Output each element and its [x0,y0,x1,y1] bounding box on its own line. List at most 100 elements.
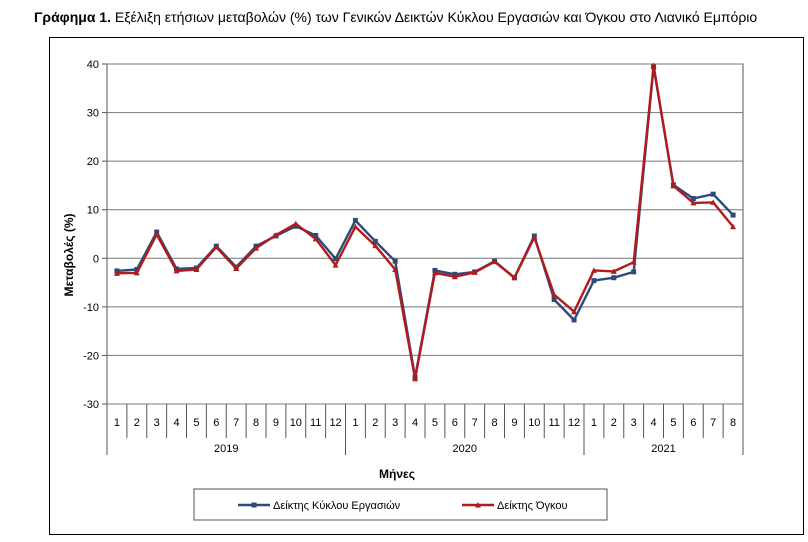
data-point [431,269,438,276]
year-label: 2019 [214,443,238,455]
x-tick-label: 4 [412,417,418,429]
data-point [571,317,577,323]
data-point [551,297,557,303]
y-axis: -30 -20 -10 0 10 20 30 40 [83,59,107,411]
x-tick-label: 6 [690,417,696,429]
x-tick-label: 5 [670,417,676,429]
y-tick-label: -10 [83,302,99,314]
data-point [730,223,737,230]
y-tick-label: 10 [87,205,99,217]
data-point [451,273,458,280]
data-point [611,275,617,281]
y-axis-title: Μεταβολές (%) [62,213,76,296]
x-tick-label: 3 [154,417,160,429]
legend-marker [475,502,481,508]
y-tick-label: 20 [87,156,99,168]
data-point [591,278,597,284]
caption-prefix: Γράφημα 1. [34,9,111,25]
x-tick-label: 6 [452,417,458,429]
data-point [590,267,597,273]
x-tick-label: 1 [114,417,120,429]
x-axis-title: Μήνες [379,467,415,481]
data-point [193,266,200,272]
x-tick-label: 10 [528,417,540,429]
x-tick-label: 5 [432,417,438,429]
data-point [571,308,578,315]
x-tick-label: 12 [568,417,580,429]
data-point [352,223,359,230]
x-tick-label: 1 [352,417,358,429]
x-tick-label: 2 [134,417,140,429]
x-tick-label: 8 [730,417,736,429]
data-point [313,232,319,238]
x-tick-label: 5 [193,417,199,429]
data-point [333,256,339,262]
series-layer [113,62,737,382]
data-point [272,231,279,238]
data-point [551,291,558,298]
data-point [631,269,637,275]
data-point [491,258,498,265]
x-tick-label: 2 [372,417,378,429]
series-line-2 [116,64,735,380]
x-axis: 1 2 3 4 5 6 7 8 9 10 11 12 1 2 3 4 5 6 7 8 9 10 11 12 1 2 3 4 5 6 7 820… [106,404,744,455]
legend-label: Δείκτης Κύκλου Εργασιών [273,500,401,512]
caption-text: Εξέλιξη ετήσιων μεταβολών (%) των Γενικώ… [111,9,758,25]
year-label: 2020 [453,443,477,455]
data-point [630,259,637,265]
data-point [690,199,697,206]
data-point [471,269,478,275]
data-point [352,217,358,223]
year-label: 2021 [651,443,675,455]
data-point [372,238,378,244]
x-tick-label: 11 [548,417,559,429]
x-tick-label: 3 [631,417,637,429]
data-point [253,245,260,251]
x-tick-label: 6 [213,417,219,429]
data-point [710,199,717,205]
data-point [153,231,160,237]
data-point [412,375,419,382]
legend-label: Δείκτης Όγκου [497,500,568,512]
data-point [134,266,140,272]
chart-caption: Γράφημα 1. Εξέλιξη ετήσιων μεταβολών (%)… [34,9,757,25]
gridlines [107,63,743,405]
y-tick-label: 30 [87,108,99,120]
data-point [233,265,240,271]
data-point [312,235,319,242]
data-point [392,258,398,264]
data-point [113,270,120,276]
x-tick-label: 9 [273,417,279,429]
data-point [213,244,220,250]
x-tick-label: 4 [651,417,657,429]
x-tick-label: 11 [310,417,321,429]
x-tick-label: 7 [233,417,239,429]
data-point [133,269,140,276]
data-point [392,266,399,272]
data-point [292,220,299,227]
data-point [511,274,518,281]
data-point [531,234,538,240]
x-tick-label: 7 [472,417,478,429]
data-point [710,191,716,197]
x-tick-label: 8 [492,417,498,429]
y-tick-label: 40 [87,59,99,71]
chart-frame [49,37,804,535]
x-tick-label: 1 [591,417,597,429]
data-point [173,267,180,274]
data-point [650,62,657,68]
x-tick-label: 2 [611,417,617,429]
y-tick-label: -30 [83,399,99,411]
x-tick-label: 3 [392,417,398,429]
x-tick-label: 8 [253,417,259,429]
data-point [730,212,736,218]
x-tick-label: 12 [329,417,341,429]
data-point [690,196,696,202]
y-tick-label: -20 [83,350,99,362]
legend: Δείκτης Κύκλου Εργασιών Δείκτης Όγκου [193,488,608,521]
y-tick-label: 0 [93,253,99,265]
x-tick-label: 4 [174,417,180,429]
data-point [610,268,617,274]
legend-marker [251,502,257,508]
